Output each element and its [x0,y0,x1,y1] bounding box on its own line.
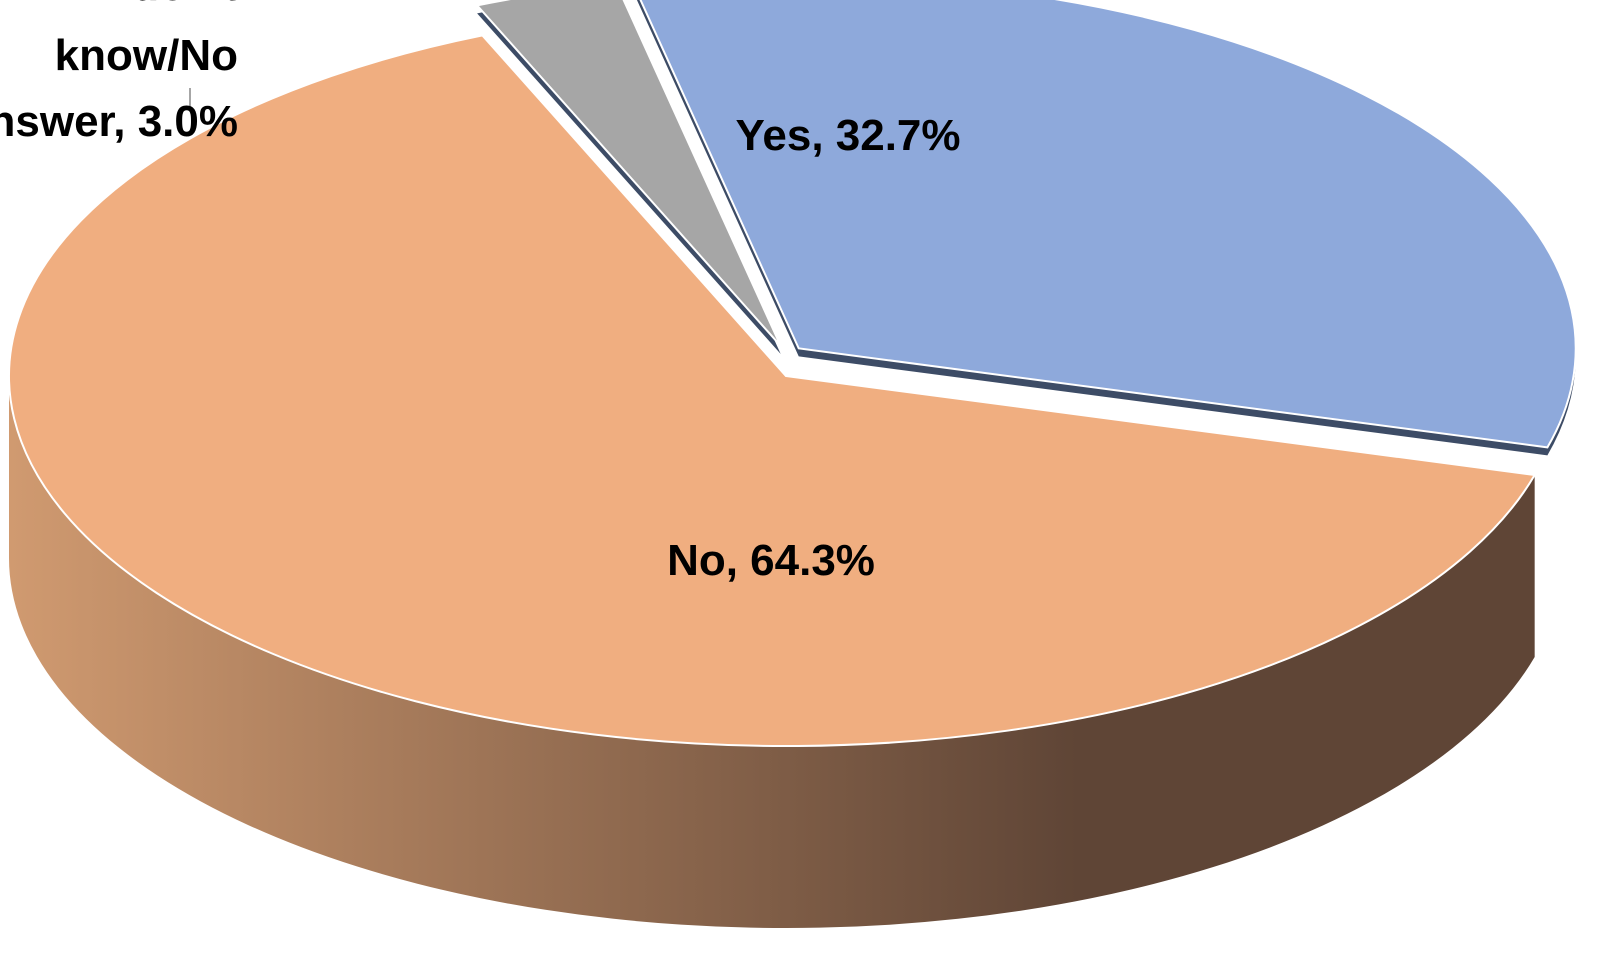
slice-yes [639,0,1577,449]
slice-side-no [9,376,1535,929]
data-label-line: I don't [108,0,239,10]
data-label-no: No, 64.3% [667,536,875,585]
data-label-yes: Yes, 32.7% [735,111,960,160]
data-label-unsure: I don't know/No answer, 3.0% [0,0,238,146]
slice-unsure [475,0,782,347]
data-label-line: know/No [55,31,238,80]
data-label-line: answer, 3.0% [0,97,238,146]
slice-no [8,34,1537,747]
